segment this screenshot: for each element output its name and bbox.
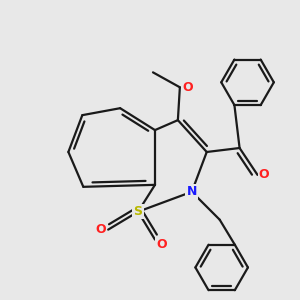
Text: O: O: [182, 81, 193, 94]
Text: O: O: [259, 168, 269, 182]
Text: N: N: [187, 185, 197, 198]
Text: S: S: [134, 205, 142, 218]
Text: O: O: [156, 238, 167, 250]
Text: O: O: [95, 223, 106, 236]
